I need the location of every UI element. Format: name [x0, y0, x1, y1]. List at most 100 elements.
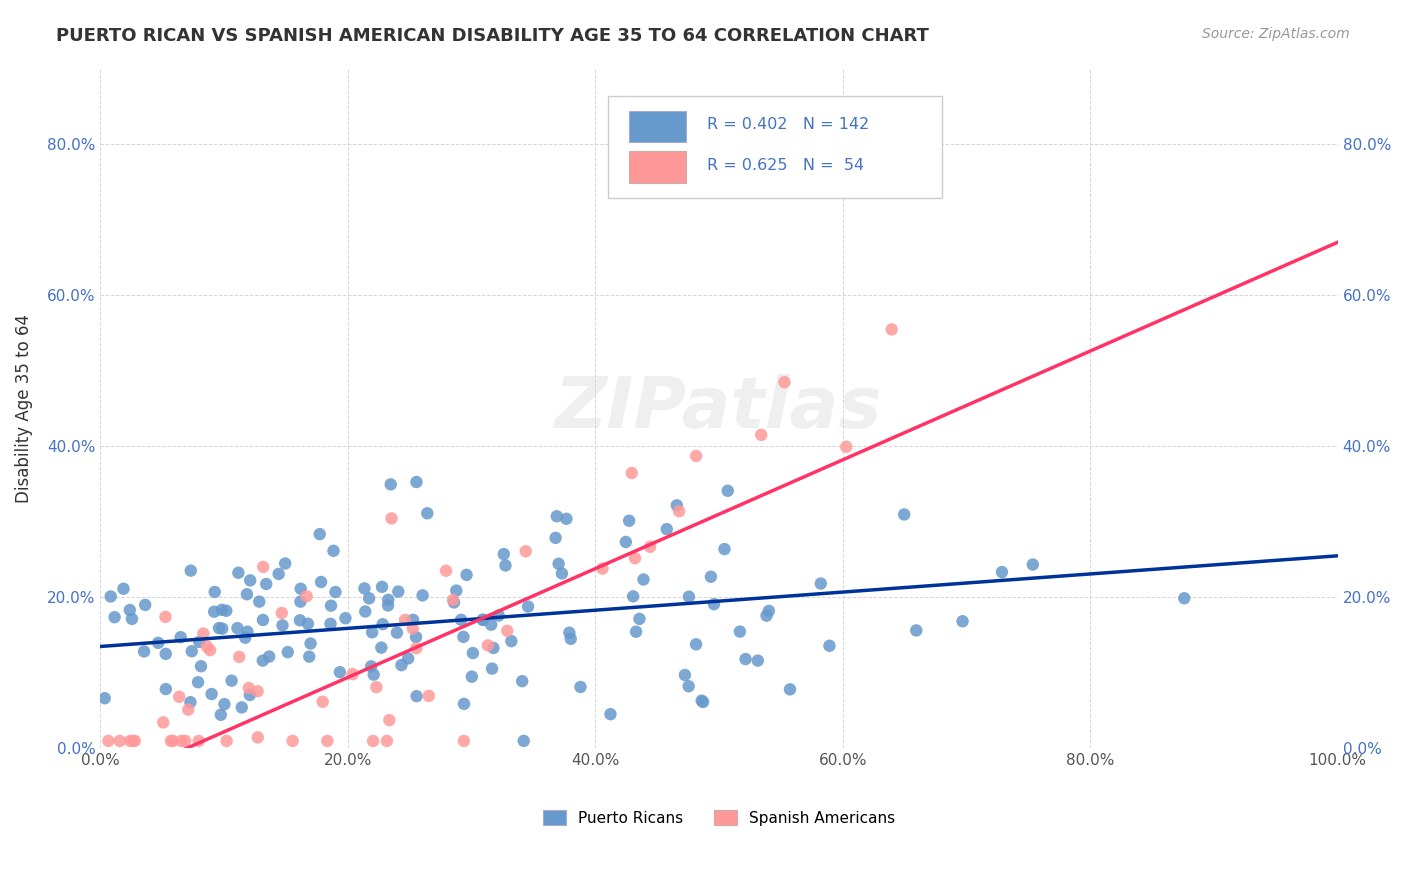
- Puerto Ricans: [443, 595, 465, 609]
- Spanish Americans: [638, 540, 661, 554]
- Puerto Ricans: [779, 682, 801, 697]
- Puerto Ricans: [353, 582, 375, 596]
- Puerto Ricans: [456, 567, 478, 582]
- Puerto Ricans: [377, 592, 399, 607]
- Puerto Ricans: [513, 734, 536, 748]
- Puerto Ricans: [405, 630, 427, 644]
- Puerto Ricans: [267, 566, 290, 581]
- Puerto Ricans: [271, 618, 294, 632]
- Text: ZIPatlas: ZIPatlas: [555, 374, 883, 443]
- Text: R = 0.625   N =  54: R = 0.625 N = 54: [707, 158, 863, 173]
- Spanish Americans: [378, 713, 401, 727]
- Puerto Ricans: [297, 616, 319, 631]
- Puerto Ricans: [215, 604, 238, 618]
- Puerto Ricans: [254, 577, 277, 591]
- Spanish Americans: [246, 731, 269, 745]
- Puerto Ricans: [461, 670, 484, 684]
- Puerto Ricans: [309, 574, 332, 589]
- Puerto Ricans: [713, 542, 735, 557]
- Puerto Ricans: [211, 603, 233, 617]
- Puerto Ricans: [544, 531, 567, 545]
- Puerto Ricans: [633, 573, 655, 587]
- Puerto Ricans: [104, 610, 127, 624]
- Spanish Americans: [246, 684, 269, 698]
- Puerto Ricans: [208, 621, 231, 635]
- Puerto Ricans: [446, 583, 468, 598]
- Spanish Americans: [515, 544, 537, 558]
- Puerto Ricans: [322, 543, 344, 558]
- Puerto Ricans: [655, 522, 678, 536]
- Spanish Americans: [441, 593, 464, 607]
- Puerto Ricans: [233, 631, 256, 645]
- Spanish Americans: [477, 639, 499, 653]
- Spanish Americans: [316, 734, 339, 748]
- Puerto Ricans: [479, 617, 502, 632]
- Puerto Ricans: [747, 654, 769, 668]
- Puerto Ricans: [121, 612, 143, 626]
- Spanish Americans: [380, 511, 402, 525]
- Puerto Ricans: [360, 659, 382, 673]
- Puerto Ricans: [558, 625, 581, 640]
- Puerto Ricans: [100, 590, 122, 604]
- Spanish Americans: [835, 440, 858, 454]
- Puerto Ricans: [396, 651, 419, 665]
- Puerto Ricans: [810, 576, 832, 591]
- Spanish Americans: [405, 641, 427, 656]
- Text: PUERTO RICAN VS SPANISH AMERICAN DISABILITY AGE 35 TO 64 CORRELATION CHART: PUERTO RICAN VS SPANISH AMERICAN DISABIL…: [56, 27, 929, 45]
- Spanish Americans: [193, 626, 215, 640]
- Puerto Ricans: [190, 659, 212, 673]
- Puerto Ricans: [236, 587, 259, 601]
- Puerto Ricans: [329, 665, 352, 680]
- Puerto Ricans: [371, 580, 394, 594]
- Puerto Ricans: [228, 566, 250, 580]
- Puerto Ricans: [180, 644, 202, 658]
- Puerto Ricans: [288, 613, 311, 627]
- Puerto Ricans: [200, 687, 222, 701]
- Puerto Ricans: [893, 508, 915, 522]
- Puerto Ricans: [690, 693, 713, 707]
- Puerto Ricans: [678, 679, 700, 693]
- Spanish Americans: [394, 613, 416, 627]
- Puerto Ricans: [179, 695, 201, 709]
- Spanish Americans: [295, 589, 318, 603]
- Puerto Ricans: [905, 624, 928, 638]
- Spanish Americans: [591, 561, 613, 575]
- Puerto Ricans: [678, 590, 700, 604]
- Puerto Ricans: [211, 622, 233, 636]
- Puerto Ricans: [402, 613, 425, 627]
- Spanish Americans: [215, 734, 238, 748]
- Spanish Americans: [162, 734, 184, 748]
- Puerto Ricans: [299, 636, 322, 650]
- Spanish Americans: [195, 640, 218, 654]
- Puerto Ricans: [187, 675, 209, 690]
- Spanish Americans: [187, 734, 209, 748]
- Spanish Americans: [155, 610, 177, 624]
- Puerto Ricans: [416, 506, 439, 520]
- Spanish Americans: [281, 734, 304, 748]
- Puerto Ricans: [112, 582, 135, 596]
- Puerto Ricans: [298, 649, 321, 664]
- Puerto Ricans: [385, 625, 408, 640]
- Puerto Ricans: [517, 599, 540, 614]
- Puerto Ricans: [155, 647, 177, 661]
- Puerto Ricans: [453, 630, 475, 644]
- Puerto Ricans: [692, 695, 714, 709]
- Puerto Ricans: [461, 646, 484, 660]
- Puerto Ricans: [450, 613, 472, 627]
- Puerto Ricans: [560, 632, 582, 646]
- Puerto Ricans: [685, 637, 707, 651]
- Legend: Puerto Ricans, Spanish Americans: Puerto Ricans, Spanish Americans: [537, 804, 901, 832]
- Puerto Ricans: [405, 475, 427, 489]
- Puerto Ricans: [405, 689, 427, 703]
- Spanish Americans: [773, 375, 796, 389]
- Puerto Ricans: [546, 509, 568, 524]
- Puerto Ricans: [472, 613, 495, 627]
- Puerto Ricans: [482, 640, 505, 655]
- Puerto Ricans: [277, 645, 299, 659]
- Puerto Ricans: [717, 483, 740, 498]
- Spanish Americans: [453, 734, 475, 748]
- Spanish Americans: [228, 649, 250, 664]
- Puerto Ricans: [231, 700, 253, 714]
- Spanish Americans: [177, 703, 200, 717]
- Puerto Ricans: [370, 640, 392, 655]
